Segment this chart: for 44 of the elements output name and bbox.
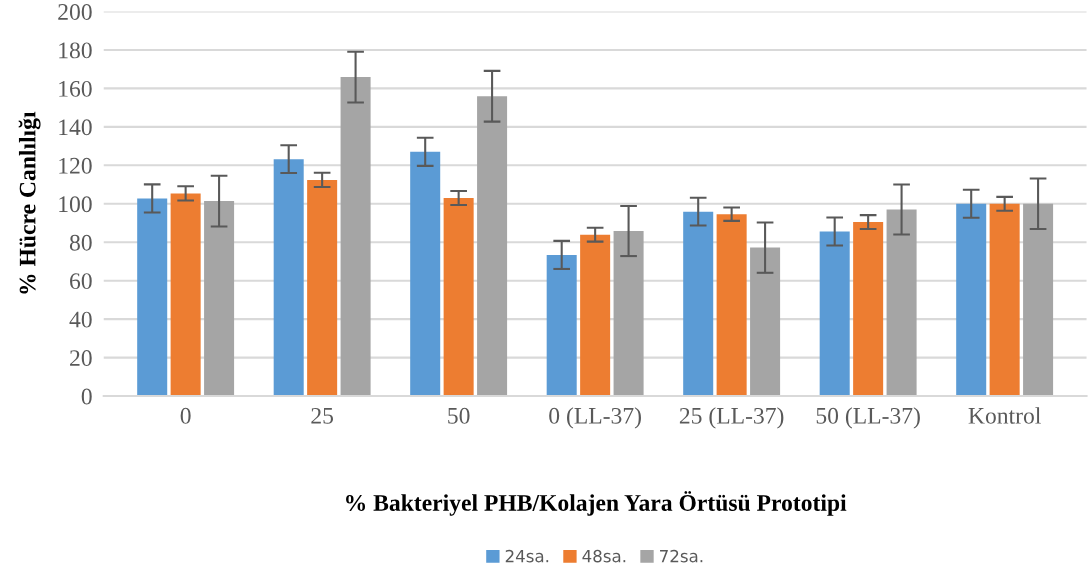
x-tick-label: 0 <box>180 407 191 424</box>
bar <box>683 211 714 397</box>
bar <box>340 77 371 397</box>
y-tick-label: 140 <box>59 119 92 136</box>
bar <box>443 198 474 397</box>
bar <box>886 209 917 397</box>
x-axis-title: % Bakteriyel PHB/Kolajen Yara Örtüsü Prototipi <box>346 491 847 516</box>
x-tick-label: 50 <box>448 407 470 424</box>
bar <box>989 203 1020 397</box>
x-tick-label: 0 (LL-37) <box>549 407 641 429</box>
y-tick-label: 0 <box>81 388 92 405</box>
bar <box>204 201 235 397</box>
bar <box>580 234 611 397</box>
bar <box>716 214 747 397</box>
legend-label: 24sa. <box>505 549 549 563</box>
y-tick-label: 120 <box>59 157 92 174</box>
bar <box>170 193 201 397</box>
x-tick-label: 50 (LL-37) <box>816 407 920 429</box>
bar <box>273 159 304 397</box>
x-tick-label: 25 <box>311 407 334 424</box>
y-tick-label: 60 <box>70 273 92 290</box>
y-tick-label: 100 <box>59 196 92 213</box>
bar <box>477 96 508 397</box>
bar <box>307 179 338 397</box>
legend-label: 72sa. <box>660 549 703 563</box>
y-tick-label: 160 <box>59 80 92 97</box>
bar <box>137 198 168 397</box>
x-tick-label: Kontrol <box>968 407 1041 424</box>
y-tick-label: 40 <box>69 311 92 328</box>
bar <box>956 203 987 397</box>
x-tick-label: 25 (LL-37) <box>679 407 784 429</box>
y-axis-title: % Hücre Canlılığı <box>18 111 41 294</box>
bar <box>1023 203 1054 397</box>
bar <box>853 222 884 397</box>
bar <box>819 231 850 397</box>
bar <box>750 247 781 397</box>
bar <box>613 231 644 397</box>
legend-label: 48sa. <box>582 549 626 563</box>
y-tick-label: 80 <box>69 234 92 251</box>
y-tick-label: 200 <box>58 3 92 20</box>
bar <box>546 254 577 397</box>
y-tick-label: 20 <box>70 350 92 367</box>
y-tick-label: 180 <box>59 42 92 59</box>
bar <box>410 151 441 397</box>
